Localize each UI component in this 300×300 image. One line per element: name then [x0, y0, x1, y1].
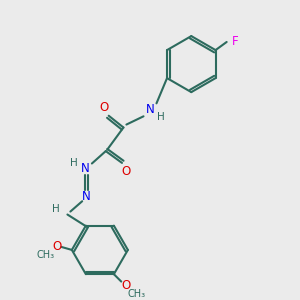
Text: H: H [70, 158, 78, 168]
Text: N: N [146, 103, 154, 116]
Text: O: O [122, 165, 131, 178]
Text: CH₃: CH₃ [36, 250, 54, 260]
Text: N: N [82, 190, 91, 203]
Text: O: O [52, 240, 62, 253]
Text: H: H [157, 112, 165, 122]
Text: O: O [100, 101, 109, 114]
Text: N: N [81, 162, 89, 175]
Text: CH₃: CH₃ [128, 289, 146, 299]
Text: H: H [52, 204, 60, 214]
Text: O: O [121, 279, 130, 292]
Text: F: F [232, 35, 238, 49]
